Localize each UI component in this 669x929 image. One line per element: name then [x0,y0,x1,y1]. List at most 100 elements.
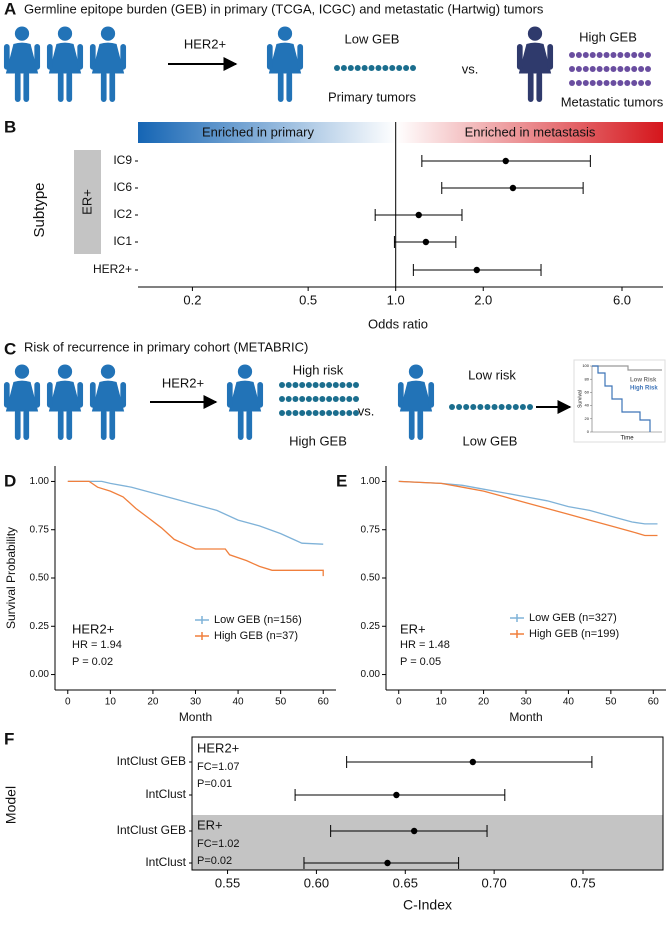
dot [569,52,575,58]
dot [312,382,319,388]
x-tick-label: 40 [233,697,245,708]
dot [596,80,603,86]
dot [645,66,651,72]
dot [326,382,333,388]
panel-label: C [4,339,16,358]
dot [299,410,306,416]
dot [375,65,382,71]
dot [470,404,477,410]
dot [449,404,455,410]
dot [617,80,624,86]
x-tick-label: 0.5 [299,292,317,307]
y-axis-label: Model [3,786,19,824]
dot [368,65,375,71]
y-tick-label: 0.00 [361,669,381,680]
dot [617,66,624,72]
x-tick-label: 50 [275,697,287,708]
panel-label: F [4,729,14,748]
x-tick-label: 10 [436,697,448,708]
point [415,211,422,219]
panel-label: A [4,0,16,18]
x-tick-label: 10 [105,697,117,708]
dot [285,410,292,416]
dot [603,80,610,86]
label: High risk [293,362,344,377]
dot [292,410,299,416]
survival-curve [398,480,658,525]
x-tick-label: 20 [478,697,490,708]
dot [354,65,361,71]
inset-tick-label: 80 [585,376,590,381]
y-tick-label: 0.75 [361,524,381,535]
y-tick-label: IC1 [113,234,132,248]
y-axis-label: Subtype [31,182,48,237]
dot [382,65,389,71]
dot [292,382,299,388]
dot [312,396,319,402]
inset-curve [592,365,662,371]
dot [603,52,610,58]
group-note: P=0.02 [197,855,232,867]
dot [292,396,299,402]
dot [312,410,319,416]
woman-icon [226,364,264,440]
inset-tick-label: 100 [582,363,589,368]
dot [403,65,410,71]
dot [319,396,326,402]
dot [279,382,285,388]
inset-x-label: Time [620,436,634,442]
dot [305,410,312,416]
dot [575,66,582,72]
dot [305,396,312,402]
arrow-label: HER2+ [162,375,204,390]
dot [638,52,645,58]
group-note: P=0.01 [197,778,232,790]
panel-label: E [336,471,347,490]
y-tick-label: 0.00 [30,669,50,680]
dot [279,410,285,416]
icon-group [3,26,304,102]
survival-curve [67,480,324,545]
annotation: P = 0.02 [72,656,113,668]
icon-group [3,364,435,440]
dot [589,66,596,72]
dot [498,404,505,410]
y-tick-label: 0.25 [361,621,381,632]
dot [319,382,326,388]
dot [569,66,575,72]
y-tick-label: 0.50 [361,573,381,584]
point [509,184,517,192]
x-tick-label: 0.55 [215,875,240,890]
woman-icon [266,26,304,102]
y-tick-label: IntClust GEB [117,823,186,837]
dot-rows [279,382,359,416]
y-tick-label: IC9 [113,153,132,167]
dot [353,382,359,388]
dot [334,65,340,71]
dot [512,404,519,410]
dot [326,410,333,416]
point [422,238,430,246]
dot [346,396,353,402]
x-tick-label: 50 [605,697,617,708]
dot [332,396,339,402]
dot [285,382,292,388]
dot [326,396,333,402]
dot [638,66,645,72]
dot [299,396,306,402]
label: High GEB [289,433,347,448]
dot [463,404,470,410]
panel-title: Risk of recurrence in primary cohort (ME… [24,339,308,354]
dot [582,52,589,58]
x-tick-label: 1.0 [387,292,405,307]
x-tick-label: 40 [563,697,575,708]
survival-curve [67,480,324,577]
dot [645,52,651,58]
group-label: ER+ [197,817,223,832]
dot [575,80,582,86]
woman-icon [46,364,84,440]
woman-icon [46,26,84,102]
x-tick-label: 0.60 [304,875,329,890]
x-tick-label: 20 [147,697,159,708]
